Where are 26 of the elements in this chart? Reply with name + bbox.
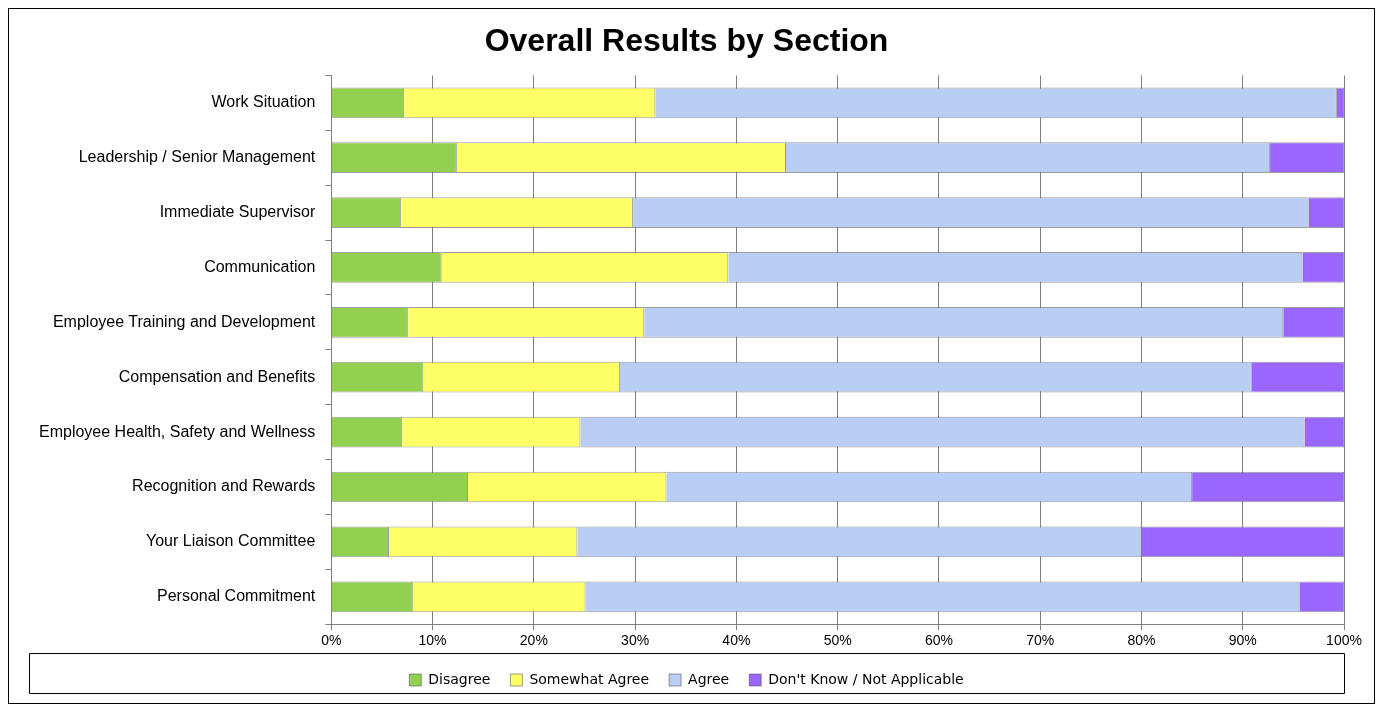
x-tick-label: 80% <box>1127 632 1156 649</box>
x-tick-label: 100% <box>1326 632 1362 649</box>
y-tick-label: Communication <box>204 257 316 275</box>
y-tick-label: Employee Training and Development <box>52 312 316 330</box>
x-tick-label: 10% <box>418 632 447 649</box>
x-tick-label: 0% <box>321 632 342 649</box>
x-tick-label: 70% <box>1026 632 1055 649</box>
y-tick-label: Compensation and Benefits <box>118 367 316 385</box>
x-tick-label: 50% <box>823 632 852 649</box>
legend-label: Don't Know / Not Applicable <box>768 670 964 687</box>
x-tick-label: 20% <box>519 632 548 649</box>
x-tick-label: 30% <box>621 632 650 649</box>
legend-label: Disagree <box>428 670 491 687</box>
y-tick-label: Recognition and Rewards <box>132 477 316 495</box>
y-tick-label: Immediate Supervisor <box>159 203 316 221</box>
legend-label: Somewhat Agree <box>529 670 650 687</box>
y-tick-label: Work Situation <box>211 93 316 111</box>
y-tick-label: Your Liaison Committee <box>146 532 316 550</box>
y-tick-label: Leadership / Senior Management <box>78 148 316 166</box>
x-tick-label: 90% <box>1228 632 1257 649</box>
x-tick-label: 40% <box>722 632 751 649</box>
x-tick-label: 60% <box>924 632 953 649</box>
legend-label: Agree <box>688 670 730 687</box>
y-tick-label: Employee Health, Safety and Wellness <box>39 422 316 440</box>
y-tick-label: Personal Commitment <box>157 587 316 605</box>
chart-title: Overall Results by Section <box>484 22 889 59</box>
